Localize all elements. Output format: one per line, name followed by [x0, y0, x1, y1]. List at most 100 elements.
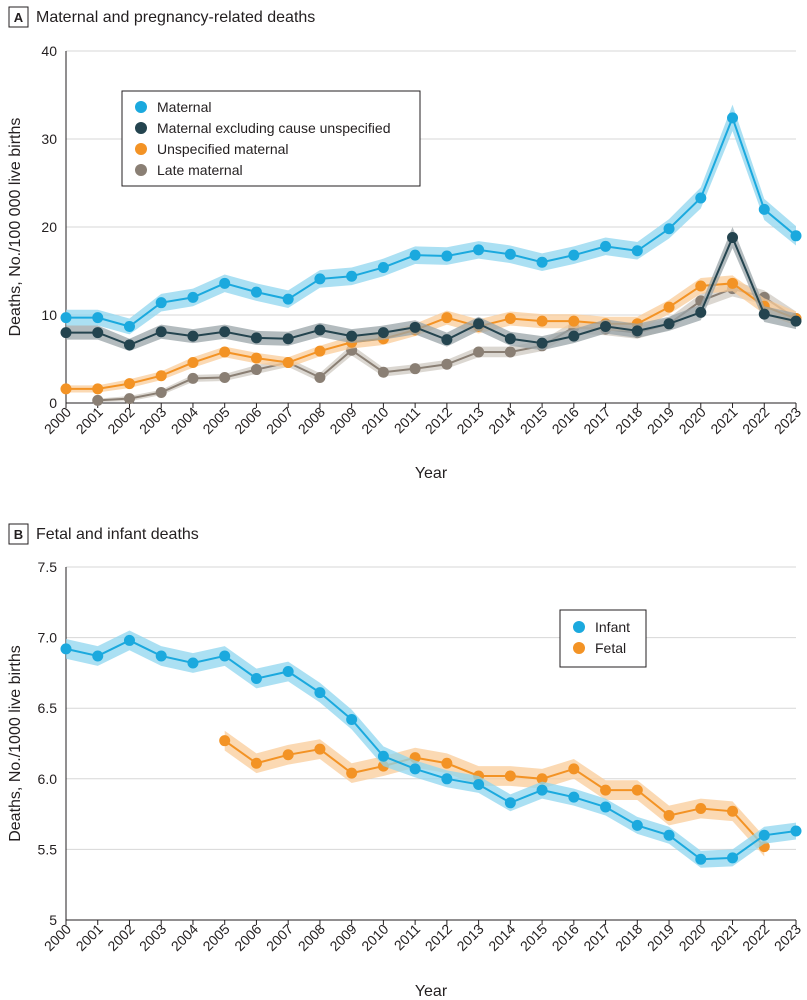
panel-b-x-tick-label: 2014: [485, 921, 518, 954]
panel-a-series-late-maternal-point: [92, 394, 104, 406]
panel-a-series-late-maternal-point: [377, 366, 389, 378]
panel-a-x-tick-label: 2023: [771, 404, 804, 437]
panel-a-legend-box: [121, 90, 421, 187]
panel-a-legend-label: Late maternal: [157, 162, 243, 178]
panel-a-legend: Maternal Maternal excluding cause unspeci…: [121, 90, 421, 187]
panel-b-header: B Fetal and infant deaths: [8, 523, 199, 545]
panel-a-series-maternal-point: [314, 273, 326, 285]
panel-b-series-fetal-point: [536, 773, 548, 785]
panel-b-x-tick-label: 2006: [231, 921, 264, 954]
panel-a-y-tick-label: 30: [41, 131, 57, 147]
panel-b-series-fetal-point: [695, 802, 707, 814]
panel-b-series-fetal-point: [600, 784, 612, 796]
panel-b-x-axis-title: Year: [415, 983, 448, 1000]
panel-a-series-maternal-point: [568, 249, 580, 261]
panel-b-series-fetal-point: [250, 757, 262, 769]
panel-a-x-tick-label: 2018: [612, 404, 645, 437]
panel-a-legend-label: Maternal: [157, 99, 211, 115]
panel-b-x-tick-label: 2007: [263, 921, 296, 954]
panel-a-series-late-maternal-point: [219, 371, 231, 383]
panel-b-x-tick-label: 2019: [644, 921, 677, 954]
panel-b-y-tick-label: 7.0: [38, 630, 58, 646]
panel-a-series-maternal-point: [441, 250, 453, 262]
panel-b-series-fetal-point: [441, 757, 453, 769]
panel-a-series-maternal-excluding-cause-unspecified-point: [473, 318, 485, 330]
panel-a-x-tick-label: 2001: [73, 404, 106, 437]
panel-a-series-maternal-excluding-cause-unspecified-point: [219, 326, 231, 338]
panel-a-series-late-maternal-point: [155, 386, 167, 398]
panel-a-x-tick-label: 2011: [391, 404, 424, 437]
panel-b-legend: Infant Fetal: [559, 609, 647, 668]
panel-b-x-tick-label: 2023: [771, 921, 804, 954]
panel-a-series-unspecified-maternal-point: [727, 277, 739, 289]
panel-b-series-infant-point: [123, 634, 135, 646]
panel-b-x-tick-label: 2022: [739, 921, 772, 954]
panel-b-x-tick-label: 2010: [358, 921, 391, 954]
panel-b-series-infant-point: [727, 852, 739, 864]
panel-a-series-late-maternal-point: [504, 346, 516, 358]
panel-a-legend-marker: [135, 122, 147, 134]
panel-a-series-maternal-excluding-cause-unspecified-point: [631, 325, 643, 337]
panel-a-series-late-maternal-point: [314, 371, 326, 383]
panel-b-y-tick-label: 6.0: [38, 771, 58, 787]
panel-b-series-infant-point: [409, 763, 421, 775]
panel-b-x-tick-label: 2017: [580, 921, 613, 954]
panel-a-header: A Maternal and pregnancy-related deaths: [8, 6, 315, 28]
panel-b-x-tick-label: 2009: [326, 921, 359, 954]
panel-a-series-maternal-point: [219, 277, 231, 289]
panel-b-x-tick-label: 2015: [517, 921, 550, 954]
panel-a-x-tick-label: 2021: [707, 404, 740, 437]
panel-a-x-tick-label: 2007: [263, 404, 296, 437]
panel-a-x-tick-label: 2009: [326, 404, 359, 437]
panel-b-x-tick-label: 2008: [295, 921, 328, 954]
panel-a-series-maternal-point: [92, 312, 104, 324]
panel-a-series-unspecified-maternal-point: [60, 383, 72, 395]
panel-a-legend-marker: [135, 143, 147, 155]
panel-a-series-maternal-excluding-cause-unspecified-point: [441, 334, 453, 346]
panel-a-series-maternal-point: [536, 256, 548, 268]
panel-b-series-infant-point: [536, 784, 548, 796]
panel-b-series-infant-point: [441, 773, 453, 785]
panel-b-y-tick-label: 5.5: [38, 841, 58, 857]
panel-a-x-tick-label: 2015: [517, 404, 550, 437]
panel-b-x-tick-label: 2020: [676, 921, 709, 954]
panel-a-series-maternal-point: [409, 249, 421, 261]
panel-b-series-infant-ci-band: [66, 630, 796, 868]
panel-a-series-maternal-excluding-cause-unspecified-point: [727, 232, 739, 244]
panel-b-series-fetal-point: [346, 767, 358, 779]
panel-a-series-maternal-point: [727, 112, 739, 124]
panel-b-letter: B: [14, 527, 23, 542]
panel-a-series-maternal-point: [790, 230, 802, 242]
panel-b-series-infant-point: [600, 801, 612, 813]
panel-b-y-tick-label: 5: [49, 912, 57, 928]
panel-a-y-tick-label: 20: [41, 219, 57, 235]
panel-a-x-axis-title: Year: [415, 465, 448, 482]
panel-a-series-maternal-excluding-cause-unspecified-point: [790, 315, 802, 327]
panel-a-series-maternal-excluding-cause-unspecified-point: [663, 318, 675, 330]
panel-a-series-maternal-point: [663, 223, 675, 235]
panel-a-x-tick-label: 2013: [453, 404, 486, 437]
panel-a-series-maternal-excluding-cause-unspecified-point: [377, 327, 389, 339]
panel-a-series-unspecified-maternal-point: [187, 357, 199, 369]
panel-a-series-maternal-excluding-cause-unspecified-point: [187, 330, 199, 342]
panel-a-series-unspecified-maternal-point: [568, 315, 580, 327]
panel-a-letter: A: [14, 10, 24, 25]
panel-a-chart: 0102030402000200120022003200420052006200…: [7, 43, 804, 482]
panel-a-x-tick-label: 2017: [580, 404, 613, 437]
panel-a-series-maternal-excluding-cause-unspecified-point: [92, 327, 104, 339]
panel-a-x-tick-label: 2008: [295, 404, 328, 437]
panel-b-x-tick-label: 2016: [549, 921, 582, 954]
panel-a-series-late-maternal-point: [250, 364, 262, 376]
panel-b-legend-marker: [573, 621, 585, 633]
panel-a-series-late-maternal-point: [123, 393, 135, 405]
panel-a-x-tick-label: 2014: [485, 404, 518, 437]
panel-b-x-tick-label: 2011: [391, 921, 424, 954]
panel-b-series-infant-point: [155, 650, 167, 662]
panel-a-y-tick-label: 10: [41, 307, 57, 323]
panel-b-legend-marker: [573, 642, 585, 654]
panel-b-x-tick-label: 2002: [104, 921, 137, 954]
panel-a-series-maternal-point: [473, 244, 485, 256]
panel-b-legend-box: [559, 609, 647, 668]
panel-b-series-fetal: [219, 730, 770, 857]
panel-a-series-maternal-excluding-cause-unspecified-point: [250, 332, 262, 344]
